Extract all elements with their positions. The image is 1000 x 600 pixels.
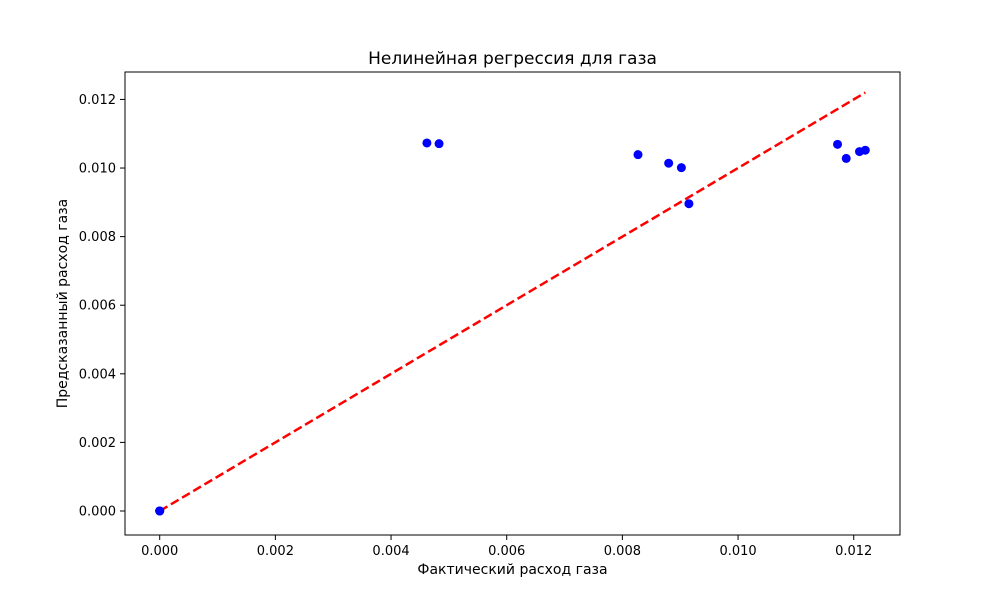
x-axis-ticks: 0.000 0.002 0.004 0.006 0.008 0.010 0.012 (141, 535, 872, 559)
y-tick-label: 0.002 (79, 436, 116, 451)
x-tick-label: 0.004 (372, 544, 409, 559)
x-tick-label: 0.012 (835, 544, 872, 559)
scatter-point (422, 138, 432, 148)
point-layer (155, 138, 870, 516)
scatter-point (155, 506, 165, 516)
plot-frame (124, 71, 901, 536)
scatter-point (841, 153, 851, 163)
x-tick-label: 0.002 (257, 544, 294, 559)
reference-line (159, 91, 866, 513)
scatter-point (633, 150, 643, 160)
scatter-point (664, 158, 674, 168)
x-tick-label: 0.010 (719, 544, 756, 559)
scatter-point (676, 163, 686, 173)
y-axis-ticks: 0.000 0.002 0.004 0.006 0.008 0.010 0.012 (79, 93, 125, 519)
x-tick-label: 0.006 (488, 544, 525, 559)
y-tick-label: 0.012 (79, 93, 116, 108)
y-tick-label: 0.000 (79, 504, 116, 519)
y-axis-label: Предсказанный расход газа (55, 199, 71, 408)
x-tick-label: 0.008 (604, 544, 641, 559)
y-tick-label: 0.006 (79, 299, 116, 314)
y-tick-label: 0.004 (79, 367, 116, 382)
scatter-point (860, 145, 870, 155)
plot-area (125, 72, 900, 535)
scatter-point (434, 139, 444, 149)
scatter-point (684, 199, 694, 209)
scatter-point (833, 139, 843, 149)
line-layer (159, 91, 866, 513)
y-tick-label: 0.008 (79, 230, 116, 245)
x-tick-label: 0.000 (141, 544, 178, 559)
y-tick-label: 0.010 (79, 162, 116, 177)
x-axis-label: Фактический расход газа (417, 562, 607, 578)
chart-title: Нелинейная регрессия для газа (368, 49, 657, 69)
